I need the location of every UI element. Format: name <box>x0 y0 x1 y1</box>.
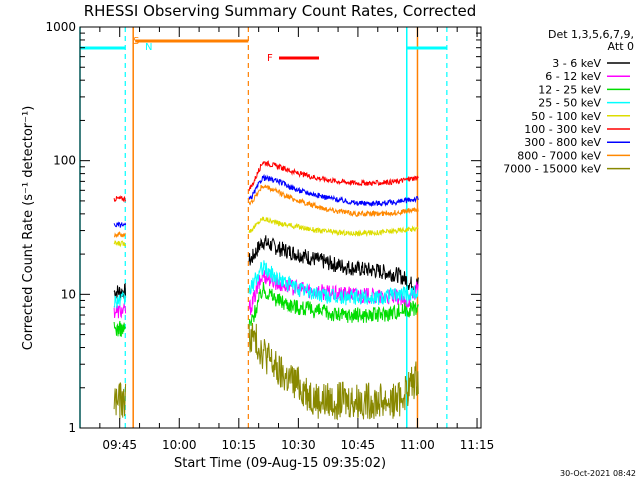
legend-label-2: 6 - 12 keV <box>545 70 601 83</box>
x-tick-label: 11:15 <box>460 438 495 452</box>
series-line-9-segment-2 <box>248 322 419 421</box>
series-line-7-segment-1 <box>113 221 127 228</box>
legend-label-1: 3 - 6 keV <box>552 57 601 70</box>
plot-timestamp: 30-Oct-2021 08:42 <box>560 469 636 478</box>
series-line-8-segment-1 <box>113 231 126 239</box>
x-tick-label: 10:30 <box>281 438 316 452</box>
legend-header-detectors: Det 1,3,5,6,7,9, <box>548 28 634 41</box>
x-tick-label: 10:15 <box>222 438 257 452</box>
x-axis-label: Start Time (09-Aug-15 09:35:02) <box>174 456 386 471</box>
y-tick-label: 1000 <box>45 20 76 34</box>
plot-frame <box>79 26 482 429</box>
x-axis-ticks: 09:45 10:00 10:15 10:30 10:45 11:00 11:15 <box>79 27 495 452</box>
legend-header-attenuator: Att 0 <box>608 40 634 53</box>
flag-label-s: S <box>133 36 139 47</box>
y-tick-label: 100 <box>53 154 76 168</box>
series-line-3-segment-2 <box>248 281 419 328</box>
series-lines <box>113 160 419 421</box>
y-tick-label: 1 <box>68 421 76 435</box>
y-axis-ticks: 1 10 100 1000 <box>45 20 481 435</box>
series-line-4-segment-1 <box>113 290 127 309</box>
x-tick-label: 09:45 <box>102 438 137 452</box>
orbit-markers: SN F <box>79 27 448 428</box>
series-line-4-segment-2 <box>248 260 419 306</box>
legend-label-7: 300 - 800 keV <box>524 136 601 149</box>
series-line-6-segment-1 <box>113 195 127 203</box>
y-tick-label: 10 <box>61 287 76 301</box>
legend-label-4: 25 - 50 keV <box>538 97 601 110</box>
legend-label-9: 7000 - 15000 keV <box>503 163 601 176</box>
chart-title: RHESSI Observing Summary Count Rates, Co… <box>84 2 477 20</box>
x-tick-label: 10:45 <box>341 438 376 452</box>
flag-label-f: F <box>267 53 273 64</box>
series-line-6-segment-2 <box>248 160 419 192</box>
series-line-5-segment-2 <box>248 216 419 238</box>
legend-label-5: 50 - 100 keV <box>531 110 601 123</box>
series-line-5-segment-1 <box>113 240 127 248</box>
series-line-7-segment-2 <box>248 173 419 208</box>
legend-label-8: 800 - 7000 keV <box>517 149 601 162</box>
series-line-8-segment-2 <box>248 184 419 218</box>
legend-label-6: 100 - 300 keV <box>524 123 601 136</box>
legend-label-3: 12 - 25 keV <box>538 83 601 96</box>
flag-label-n: N <box>145 42 152 53</box>
x-tick-label: 11:00 <box>400 438 435 452</box>
series-line-1-segment-2 <box>248 235 419 291</box>
y-axis-label: Corrected Count Rate (s⁻¹ detector⁻¹) <box>21 106 36 351</box>
series-line-3-segment-1 <box>113 320 126 337</box>
x-tick-label: 10:00 <box>162 438 197 452</box>
